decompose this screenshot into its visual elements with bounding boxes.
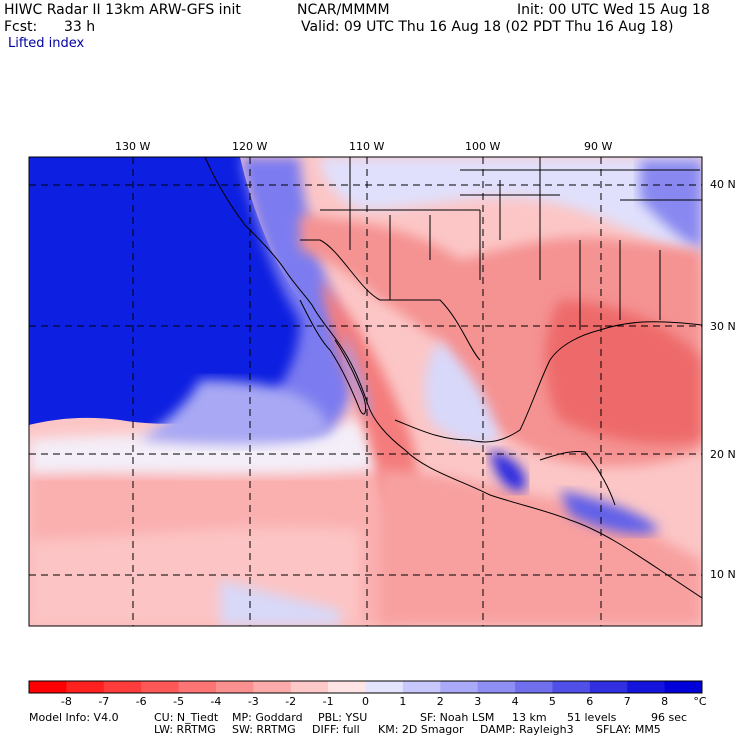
colorbar-label: -4 bbox=[210, 695, 222, 708]
lat-label-30n: 30 N bbox=[710, 320, 736, 333]
colorbar-label: 3 bbox=[474, 695, 482, 708]
lat-label-10n: 10 N bbox=[710, 568, 736, 581]
colorbar-swatch bbox=[627, 681, 666, 693]
lat-label-40n: 40 N bbox=[710, 178, 736, 191]
footer-levels: 51 levels bbox=[567, 711, 617, 724]
footer-damp: DAMP: Rayleigh3 bbox=[480, 723, 574, 736]
colorbar-swatch bbox=[290, 681, 329, 693]
footer-sf: SF: Noah LSM bbox=[420, 711, 495, 724]
colorbar-swatch bbox=[440, 681, 479, 693]
colorbar-label: 8 bbox=[661, 695, 669, 708]
footer-timestep: 96 sec bbox=[651, 711, 688, 724]
map-frame bbox=[28, 156, 703, 627]
colorbar-swatch bbox=[253, 681, 292, 693]
colorbar-swatch bbox=[365, 681, 404, 693]
colorbar-swatch bbox=[215, 681, 254, 693]
colorbar-label: -7 bbox=[98, 695, 110, 708]
colorbar-swatch bbox=[477, 681, 516, 693]
colorbar-swatch bbox=[29, 681, 67, 693]
colorbar-label: -1 bbox=[322, 695, 334, 708]
lon-label-100w: 100 W bbox=[465, 140, 501, 153]
colorbar-swatch bbox=[402, 681, 441, 693]
lon-label-130w: 130 W bbox=[115, 140, 151, 153]
colorbar-frame bbox=[28, 680, 703, 694]
footer-diff: DIFF: full bbox=[312, 723, 360, 736]
footer-mp: MP: Goddard bbox=[232, 711, 303, 724]
colorbar-label: 5 bbox=[548, 695, 556, 708]
colorbar-swatch bbox=[328, 681, 366, 693]
colorbar-swatch bbox=[66, 681, 105, 693]
colorbar-swatch bbox=[178, 681, 217, 693]
valid-time: Valid: 09 UTC Thu 16 Aug 18 (02 PDT Thu … bbox=[301, 19, 674, 35]
colorbar-swatch bbox=[515, 681, 553, 693]
footer-model-info: Model Info: V4.0 bbox=[29, 711, 119, 724]
lat-label-20n: 20 N bbox=[710, 448, 736, 461]
colorbar-label: 0 bbox=[362, 695, 369, 708]
footer-lw: LW: RRTMG bbox=[154, 723, 216, 736]
colorbar-label: -8 bbox=[60, 695, 72, 708]
forecast-label: Fcst: bbox=[4, 19, 38, 35]
colorbar-label: 4 bbox=[511, 695, 519, 708]
forecast-hours: 33 h bbox=[64, 19, 96, 35]
colorbar-label: 7 bbox=[623, 695, 631, 708]
colorbar-label: 2 bbox=[436, 695, 444, 708]
field-name: Lifted index bbox=[8, 36, 85, 51]
footer-pbl: PBL: YSU bbox=[318, 711, 368, 724]
organization-label: NCAR/MMMM bbox=[297, 2, 390, 18]
lon-label-120w: 120 W bbox=[232, 140, 268, 153]
colorbar-label: 6 bbox=[586, 695, 594, 708]
colorbar bbox=[29, 681, 703, 693]
colorbar-swatch bbox=[589, 681, 628, 693]
lon-label-90w: 90 W bbox=[584, 140, 613, 153]
colorbar-label: -6 bbox=[135, 695, 147, 708]
colorbar-label: -3 bbox=[247, 695, 259, 708]
lon-label-110w: 110 W bbox=[349, 140, 385, 153]
graticule bbox=[29, 157, 702, 626]
footer-sw: SW: RRTMG bbox=[232, 723, 296, 736]
colorbar-label: -5 bbox=[173, 695, 185, 708]
colorbar-label: 1 bbox=[399, 695, 407, 708]
footer-sflay: SFLAY: MM5 bbox=[596, 723, 661, 736]
model-title: HIWC Radar II 13km ARW-GFS init bbox=[4, 2, 241, 18]
footer-cu: CU: N_Tiedt bbox=[154, 711, 219, 724]
colorbar-label: -2 bbox=[285, 695, 297, 708]
footer-km: KM: 2D Smagor bbox=[378, 723, 464, 736]
colorbar-label: °C bbox=[693, 695, 707, 708]
colorbar-swatch bbox=[552, 681, 591, 693]
pacific-stable-region bbox=[29, 157, 315, 425]
colorbar-swatch bbox=[664, 681, 703, 693]
init-time: Init: 00 UTC Wed 15 Aug 18 bbox=[517, 2, 710, 18]
coastlines bbox=[204, 157, 702, 599]
footer-resolution: 13 km bbox=[512, 711, 547, 724]
colorbar-swatch bbox=[103, 681, 142, 693]
colorbar-swatch bbox=[141, 681, 180, 693]
